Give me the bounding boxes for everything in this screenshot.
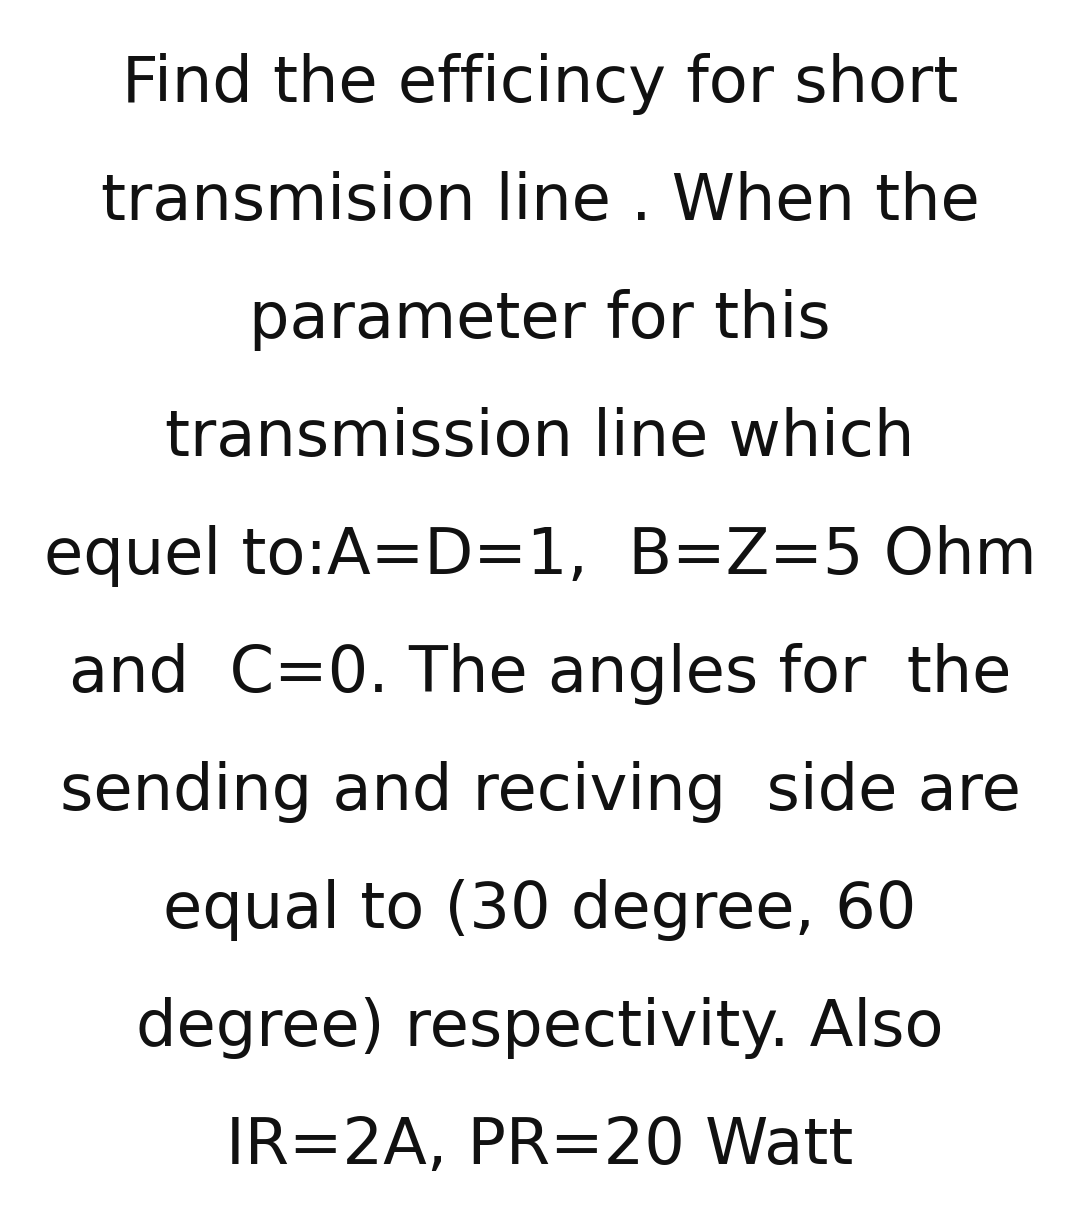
Text: Find the efficincy for short: Find the efficincy for short bbox=[122, 53, 958, 116]
Text: IR=2A, PR=20 Watt: IR=2A, PR=20 Watt bbox=[227, 1114, 853, 1177]
Text: equel to:A=D=1,  B=Z=5 Ohm: equel to:A=D=1, B=Z=5 Ohm bbox=[43, 525, 1037, 587]
Text: sending and reciving  side are: sending and reciving side are bbox=[59, 761, 1021, 822]
Text: transmission line which: transmission line which bbox=[165, 408, 915, 469]
Text: transmision line . When the: transmision line . When the bbox=[100, 171, 980, 233]
Text: equal to (30 degree, 60: equal to (30 degree, 60 bbox=[163, 879, 917, 941]
Text: and  C=0. The angles for  the: and C=0. The angles for the bbox=[69, 643, 1011, 706]
Text: degree) respectivity. Also: degree) respectivity. Also bbox=[136, 997, 944, 1059]
Text: parameter for this: parameter for this bbox=[249, 289, 831, 351]
